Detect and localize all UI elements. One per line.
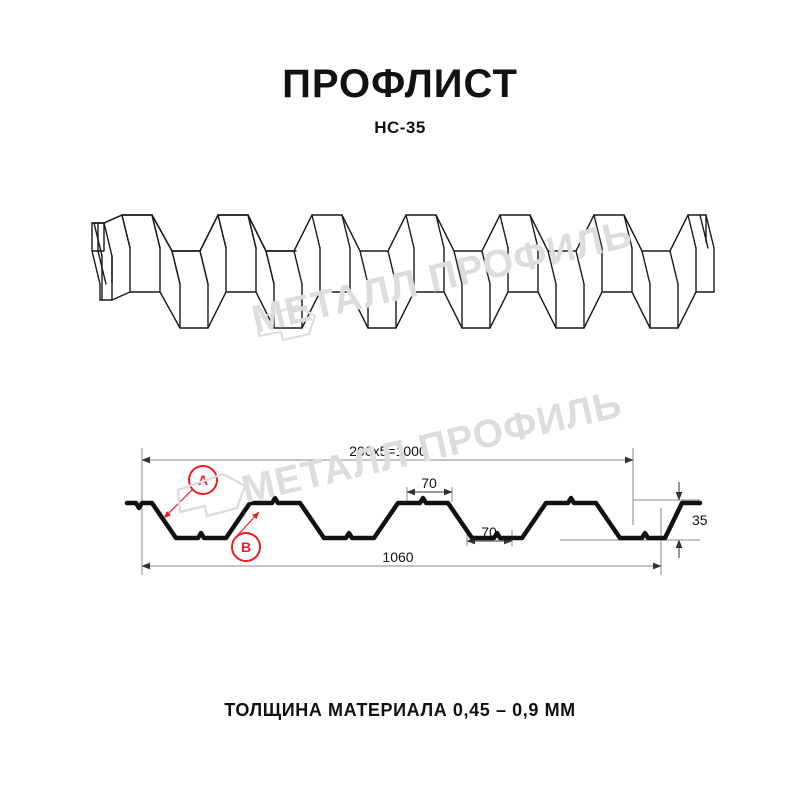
dimension-rib-bottom: 70 [466,524,513,546]
callout-b-label: B [241,539,251,555]
isometric-profile-illustration [0,196,800,346]
dimension-rib-top: 70 [406,475,453,502]
isometric-profile-svg [91,214,715,329]
back-top-edge [91,214,707,252]
page-footer: ТОЛЩИНА МАТЕРИАЛА 0,45 – 0,9 ММ [0,700,800,721]
right-end-cap [699,214,715,293]
dim-label-rib-top: 70 [421,475,437,491]
front-bottom-edge [99,291,715,329]
cross-section-drawing: 200x5=1000 1060 70 70 [0,430,800,620]
page-subtitle: НС-35 [374,118,426,137]
page-title: ПРОФЛИСТ [282,62,518,106]
dimension-total-width: 1060 [141,549,662,570]
corrugation-geometry [91,214,715,329]
callout-b: B [231,511,261,562]
left-end-cap [93,222,103,301]
dimension-top-pitch: 200x5=1000 [141,443,634,464]
dimension-height: 35 [675,482,708,558]
material-thickness-label: ТОЛЩИНА МАТЕРИАЛА 0,45 – 0,9 ММ [224,700,576,720]
callout-a-label: A [198,472,208,488]
cross-section-svg: 200x5=1000 1060 70 70 [124,443,708,575]
depth-lines [111,214,697,329]
profile-outline [124,495,703,541]
dim-label-top-pitch: 200x5=1000 [349,443,427,459]
dim-label-total-width: 1060 [382,549,413,565]
page-header: ПРОФЛИСТ НС-35 [0,62,800,138]
callout-a: A [163,465,218,519]
witness-lines [141,448,700,575]
corrugation-unit [91,214,297,301]
dim-label-height: 35 [692,512,708,528]
